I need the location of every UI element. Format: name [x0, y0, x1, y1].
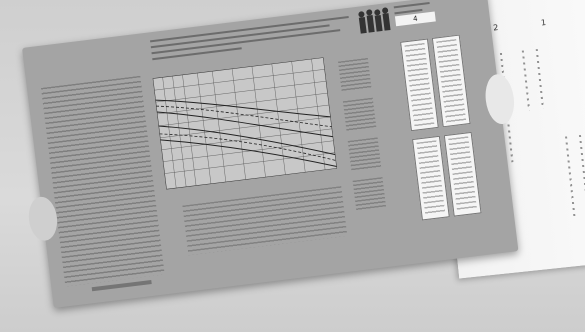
insert-number: 2: [492, 23, 499, 33]
insert-column: [565, 136, 576, 217]
ventilation-slide-card: 4: [22, 0, 519, 309]
pictogram-block: [352, 177, 387, 211]
person-count-value: 4: [394, 11, 436, 27]
insert-column: [535, 49, 544, 109]
chart-legend-text: [182, 186, 348, 256]
insert-column: [521, 50, 531, 111]
readout-window: [412, 135, 450, 221]
people-icon: [358, 7, 391, 34]
airflow-chart: [152, 57, 338, 190]
pictogram-block: [347, 137, 382, 171]
pictogram-column: [338, 57, 401, 250]
pictogram-block: [338, 57, 372, 92]
card-title: [150, 14, 351, 61]
insert-number: 1: [540, 18, 547, 28]
pictogram-block: [342, 97, 377, 132]
person-count-window: 4: [393, 0, 440, 30]
readout-window: [443, 131, 482, 217]
instruction-text-block: [41, 75, 165, 287]
insert-column: [578, 134, 585, 215]
readout-window: [431, 34, 471, 128]
